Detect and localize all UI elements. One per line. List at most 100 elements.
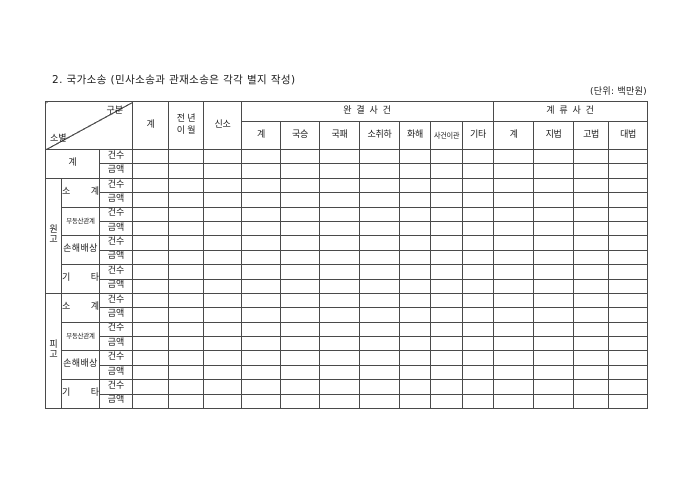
- data-cell: [493, 249, 535, 266]
- data-cell: [399, 278, 432, 294]
- data-cell: [462, 379, 495, 395]
- data-cell: [319, 177, 361, 194]
- data-cell: [168, 206, 205, 222]
- data-cell: [241, 350, 282, 366]
- data-cell: [280, 163, 321, 179]
- row-group-plaintiff: 원 고: [45, 177, 62, 294]
- data-cell: [241, 220, 282, 237]
- data-cell: [493, 177, 535, 194]
- data-cell: [462, 292, 495, 309]
- data-cell: [280, 235, 321, 251]
- data-cell: [608, 235, 649, 251]
- data-cell: [462, 264, 495, 280]
- data-cell: [399, 192, 432, 208]
- data-cell: [319, 321, 361, 338]
- data-cell: [608, 249, 649, 266]
- data-cell: [203, 235, 243, 251]
- data-cell: [608, 278, 649, 294]
- data-cell: [319, 364, 361, 381]
- row-header-amount: 금액: [98, 364, 134, 381]
- data-cell: [203, 148, 243, 165]
- data-cell: [493, 292, 535, 309]
- data-cell: [241, 336, 282, 352]
- data-cell: [203, 192, 243, 208]
- data-cell: [533, 163, 575, 179]
- data-cell: [203, 393, 243, 410]
- data-cell: [203, 206, 243, 222]
- data-cell: [359, 336, 401, 352]
- data-cell: [533, 192, 575, 208]
- data-cell: [573, 364, 610, 381]
- col-header-pending-total: 계: [493, 121, 535, 150]
- col-header-total: 계: [132, 101, 170, 150]
- data-cell: [462, 220, 495, 237]
- row-header-cases: 건수: [98, 350, 134, 366]
- data-cell: [493, 336, 535, 352]
- data-cell: [132, 163, 170, 179]
- data-cell: [359, 206, 401, 222]
- data-cell: [203, 364, 243, 381]
- data-cell: [203, 177, 243, 194]
- data-cell: [280, 220, 321, 237]
- data-cell: [241, 235, 282, 251]
- col-header-withdrawal: 소취하: [359, 121, 401, 150]
- data-cell: [430, 220, 464, 237]
- data-cell: [608, 177, 649, 194]
- row-header-cases: 건수: [98, 235, 134, 251]
- data-cell: [359, 379, 401, 395]
- data-cell: [132, 220, 170, 237]
- data-cell: [203, 249, 243, 266]
- data-cell: [280, 336, 321, 352]
- data-cell: [430, 192, 464, 208]
- data-cell: [430, 321, 464, 338]
- data-cell: [608, 364, 649, 381]
- data-cell: [533, 307, 575, 323]
- data-cell: [203, 336, 243, 352]
- data-cell: [359, 148, 401, 165]
- data-cell: [168, 148, 205, 165]
- data-cell: [241, 264, 282, 280]
- data-cell: [132, 206, 170, 222]
- data-cell: [132, 307, 170, 323]
- data-cell: [399, 364, 432, 381]
- data-cell: [132, 192, 170, 208]
- data-cell: [319, 379, 361, 395]
- data-cell: [359, 292, 401, 309]
- row-group-defendant: 피 고: [45, 292, 62, 410]
- data-cell: [280, 350, 321, 366]
- data-cell: [430, 379, 464, 395]
- data-cell: [280, 264, 321, 280]
- data-cell: [430, 148, 464, 165]
- data-cell: [533, 292, 575, 309]
- data-cell: [168, 350, 205, 366]
- data-cell: [319, 307, 361, 323]
- data-cell: [168, 307, 205, 323]
- data-cell: [203, 321, 243, 338]
- data-cell: [430, 336, 464, 352]
- corner-label-gubun: 구분: [106, 106, 124, 116]
- data-cell: [203, 307, 243, 323]
- data-cell: [359, 177, 401, 194]
- row-header-other: 기 타: [61, 379, 100, 410]
- col-header-new-case: 신소: [203, 101, 243, 150]
- data-cell: [430, 393, 464, 410]
- data-cell: [319, 192, 361, 208]
- data-cell: [280, 206, 321, 222]
- group-header-completed-cases: 완 결 사 건: [241, 101, 495, 122]
- data-cell: [132, 364, 170, 381]
- data-cell: [573, 292, 610, 309]
- data-cell: [241, 364, 282, 381]
- data-cell: [533, 264, 575, 280]
- data-cell: [241, 148, 282, 165]
- data-cell: [430, 350, 464, 366]
- data-cell: [493, 307, 535, 323]
- data-cell: [168, 336, 205, 352]
- data-cell: [359, 192, 401, 208]
- data-cell: [359, 307, 401, 323]
- data-cell: [203, 278, 243, 294]
- data-cell: [359, 278, 401, 294]
- data-cell: [168, 321, 205, 338]
- data-cell: [573, 192, 610, 208]
- row-header-amount: 금액: [98, 163, 134, 179]
- data-cell: [319, 163, 361, 179]
